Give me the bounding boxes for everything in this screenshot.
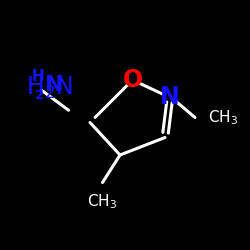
Text: O: O [122, 68, 142, 92]
Text: 2: 2 [35, 89, 44, 102]
Text: H: H [31, 69, 44, 84]
Text: $\mathsf{CH_3}$: $\mathsf{CH_3}$ [88, 192, 118, 211]
Text: N: N [45, 75, 64, 95]
Text: N: N [160, 86, 180, 110]
Text: $\mathsf{CH_3}$: $\mathsf{CH_3}$ [208, 108, 238, 127]
Text: $\mathsf{H_2N}$: $\mathsf{H_2N}$ [26, 74, 73, 101]
